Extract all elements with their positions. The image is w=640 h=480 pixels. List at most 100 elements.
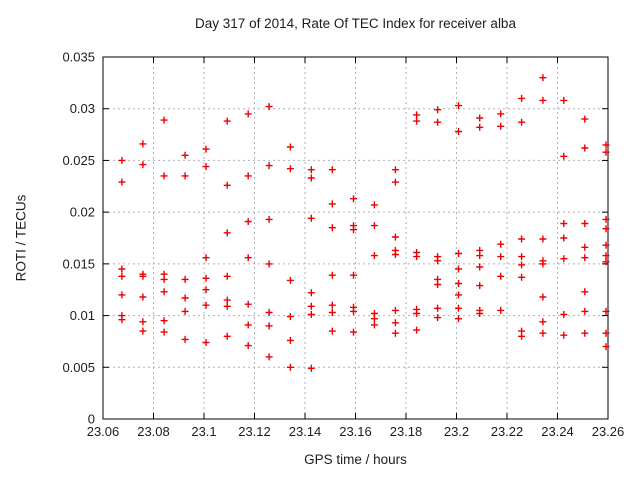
data-point-marker (539, 74, 547, 82)
data-point-marker (370, 201, 378, 209)
data-point-marker (118, 265, 126, 273)
tick-marks (102, 56, 609, 420)
data-point-marker (602, 329, 610, 337)
y-tick-labels: 0 0.005 0.01 0.015 0.02 0.025 0.03 0.035 (62, 50, 95, 427)
data-point-marker (160, 288, 168, 296)
x-tick-labels: 23.06 23.08 23.1 23.12 23.14 23.16 23.18 23.2 23… (87, 424, 625, 439)
data-point-marker (286, 336, 294, 344)
data-point-marker (223, 302, 231, 310)
data-point-marker (581, 115, 589, 123)
data-point-marker (391, 329, 399, 337)
chart-title: Day 317 of 2014, Rate Of TEC Index for r… (195, 16, 516, 31)
data-point-marker (581, 329, 589, 337)
data-point-marker (560, 234, 568, 242)
data-point-marker (202, 286, 210, 294)
data-point-marker (244, 300, 252, 308)
data-point-marker (560, 331, 568, 339)
data-point-marker (202, 274, 210, 282)
data-point-marker (476, 123, 484, 131)
data-point-marker (539, 329, 547, 337)
data-point-marker (223, 296, 231, 304)
data-point-marker (350, 307, 357, 315)
data-point-marker (286, 276, 294, 284)
data-point-marker (307, 289, 315, 297)
x-tick-label: 23.22 (491, 424, 524, 439)
data-point-marker (497, 272, 505, 280)
y-tick-label: 0.035 (62, 50, 95, 65)
data-point-marker (602, 343, 610, 351)
data-point-marker (581, 288, 589, 296)
data-point-marker (265, 322, 273, 330)
data-point-marker (434, 314, 442, 322)
data-point-marker (413, 310, 421, 317)
data-point-marker (223, 229, 231, 237)
data-point-marker (391, 178, 399, 186)
data-point-marker (223, 272, 231, 280)
data-point-marker (286, 165, 294, 173)
data-point-marker (581, 254, 589, 262)
y-tick-label: 0 (88, 412, 95, 427)
data-point-marker (202, 163, 210, 171)
data-point-marker (539, 96, 547, 104)
y-tick-label: 0.01 (70, 308, 95, 323)
x-tick-label: 23.2 (444, 424, 469, 439)
grid-lines (103, 57, 608, 419)
data-point-marker (434, 281, 442, 288)
x-tick-label: 23.08 (137, 424, 170, 439)
data-point-marker (518, 332, 526, 340)
data-point-marker (307, 364, 315, 372)
data-point-marker (455, 315, 462, 323)
data-point-marker (265, 309, 273, 316)
data-point-marker (181, 151, 189, 159)
data-point-marker (328, 271, 336, 279)
data-point-marker (413, 326, 421, 334)
data-point-marker (455, 291, 462, 299)
data-point-marker (391, 251, 399, 258)
data-point-marker (370, 252, 378, 260)
data-point-marker (391, 319, 399, 327)
data-point-marker (518, 235, 526, 243)
data-point-marker (434, 106, 442, 114)
y-tick-label: 0.02 (70, 205, 95, 220)
data-point-marker (286, 363, 294, 371)
data-point-marker (497, 306, 505, 314)
data-point-marker (202, 301, 210, 309)
data-point-marker (244, 172, 252, 180)
data-point-marker (370, 222, 378, 230)
data-point-marker (223, 117, 231, 125)
data-point-marker (181, 294, 189, 302)
data-point-marker (307, 174, 315, 182)
data-point-marker (307, 311, 315, 318)
data-point-marker (455, 304, 462, 312)
data-point-marker (476, 282, 484, 290)
data-point-marker (328, 301, 336, 309)
data-point-marker (350, 328, 357, 336)
data-point-marker (434, 304, 442, 312)
data-point-marker (413, 111, 421, 119)
data-point-marker (518, 273, 526, 281)
data-point-marker (602, 225, 610, 233)
data-point-marker (139, 293, 147, 301)
data-point-marker (602, 307, 610, 315)
data-point-marker (539, 235, 547, 243)
data-point-marker (455, 128, 462, 135)
data-point-marker (476, 114, 484, 122)
data-point-marker (602, 241, 610, 249)
data-point-marker (139, 327, 147, 335)
data-point-marker (139, 272, 147, 280)
data-point-marker (160, 317, 168, 325)
data-point-marker (118, 178, 126, 186)
x-axis-label: GPS time / hours (304, 452, 407, 467)
x-tick-label: 23.16 (339, 424, 372, 439)
data-point-marker (455, 280, 462, 287)
data-point-marker (328, 309, 336, 316)
data-point-marker (181, 335, 189, 343)
data-point-marker (518, 261, 526, 269)
data-point-marker (518, 118, 526, 126)
data-point-marker (455, 265, 462, 273)
y-tick-label: 0.005 (62, 360, 95, 375)
data-point-marker (307, 214, 315, 222)
data-point-marker (602, 141, 610, 149)
y-tick-label: 0.03 (70, 101, 95, 116)
